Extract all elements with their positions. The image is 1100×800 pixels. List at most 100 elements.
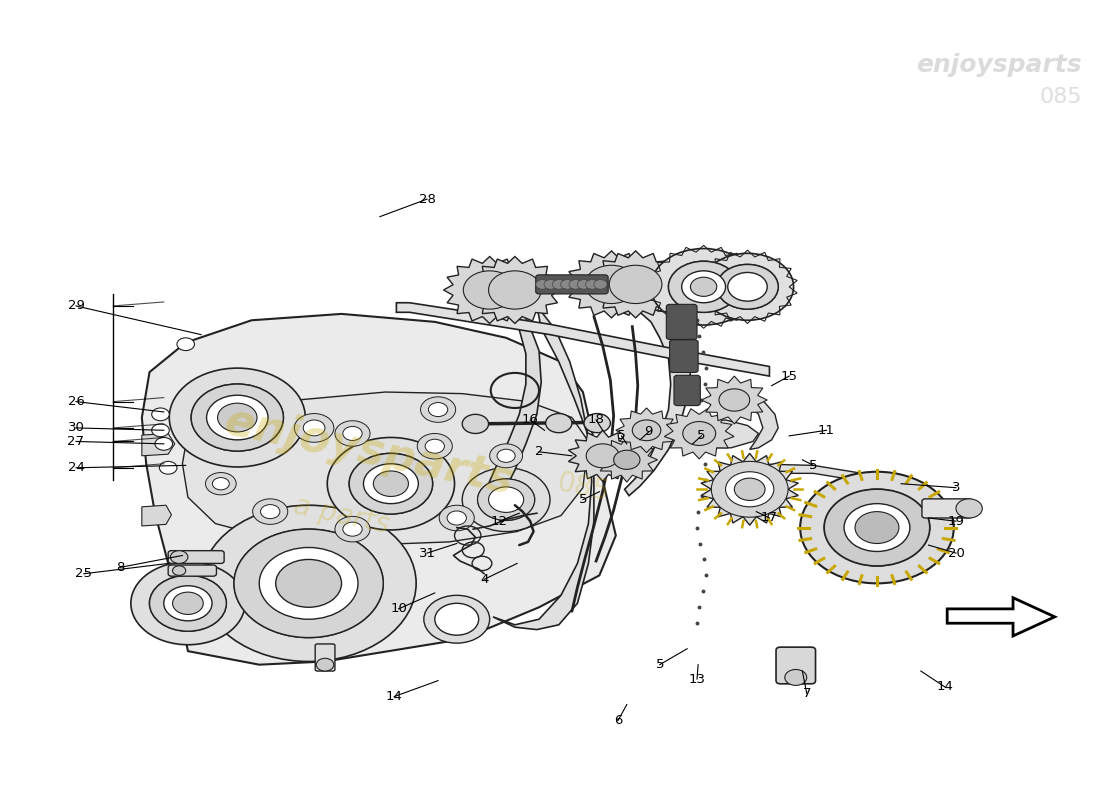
Circle shape — [728, 273, 768, 301]
Text: 9: 9 — [645, 426, 653, 438]
Circle shape — [439, 506, 474, 530]
Circle shape — [585, 280, 598, 289]
Circle shape — [488, 487, 524, 513]
Circle shape — [488, 271, 541, 309]
Polygon shape — [443, 257, 536, 323]
Text: 4: 4 — [480, 573, 488, 586]
Text: 20: 20 — [947, 546, 965, 559]
Polygon shape — [702, 376, 768, 424]
Circle shape — [956, 499, 982, 518]
Circle shape — [428, 402, 448, 417]
Circle shape — [552, 280, 565, 289]
Circle shape — [424, 595, 490, 643]
Circle shape — [434, 603, 478, 635]
Text: 8: 8 — [116, 561, 124, 574]
Polygon shape — [748, 464, 877, 484]
Polygon shape — [732, 392, 778, 450]
Text: 29: 29 — [67, 299, 85, 313]
Circle shape — [578, 280, 591, 289]
Circle shape — [177, 338, 195, 350]
Circle shape — [726, 472, 773, 507]
Text: 085: 085 — [554, 469, 612, 507]
Circle shape — [201, 506, 416, 662]
Text: 13: 13 — [689, 673, 705, 686]
Circle shape — [609, 266, 662, 303]
FancyBboxPatch shape — [316, 644, 334, 671]
Text: 17: 17 — [761, 511, 778, 525]
Circle shape — [691, 278, 717, 296]
Circle shape — [328, 438, 454, 530]
Circle shape — [844, 504, 910, 551]
Circle shape — [420, 397, 455, 422]
Circle shape — [594, 280, 607, 289]
Text: 6: 6 — [614, 714, 623, 727]
Polygon shape — [142, 434, 175, 456]
Polygon shape — [396, 302, 769, 376]
Circle shape — [170, 550, 188, 563]
Polygon shape — [142, 506, 172, 526]
Circle shape — [544, 280, 558, 289]
Text: 5: 5 — [617, 430, 626, 442]
Text: 12: 12 — [491, 514, 508, 528]
Circle shape — [569, 280, 582, 289]
Circle shape — [261, 505, 279, 518]
Circle shape — [735, 478, 766, 501]
Circle shape — [253, 499, 288, 524]
Circle shape — [784, 670, 806, 686]
Polygon shape — [142, 314, 616, 665]
Circle shape — [447, 511, 466, 525]
Polygon shape — [469, 257, 561, 323]
Circle shape — [343, 522, 362, 536]
Text: 16: 16 — [521, 414, 539, 426]
Polygon shape — [590, 251, 682, 318]
Circle shape — [212, 478, 229, 490]
Circle shape — [683, 422, 716, 446]
Circle shape — [317, 658, 333, 671]
Text: 15: 15 — [781, 370, 798, 382]
Text: 5: 5 — [656, 658, 664, 671]
Circle shape — [824, 490, 930, 566]
Polygon shape — [596, 438, 658, 482]
Text: 2: 2 — [535, 446, 543, 458]
Circle shape — [234, 529, 383, 638]
Text: 7: 7 — [803, 687, 811, 700]
Circle shape — [477, 479, 535, 520]
Circle shape — [304, 420, 324, 436]
Circle shape — [463, 271, 516, 309]
Circle shape — [497, 450, 515, 462]
FancyBboxPatch shape — [674, 375, 701, 406]
FancyBboxPatch shape — [670, 340, 698, 373]
Circle shape — [669, 262, 739, 312]
Polygon shape — [625, 306, 691, 496]
Circle shape — [150, 575, 227, 631]
FancyBboxPatch shape — [168, 550, 224, 563]
Text: enjoysparts: enjoysparts — [220, 400, 518, 503]
Text: 5: 5 — [579, 493, 587, 506]
Text: 18: 18 — [587, 414, 605, 426]
Circle shape — [276, 559, 341, 607]
Polygon shape — [493, 306, 594, 630]
Polygon shape — [569, 430, 637, 482]
Circle shape — [585, 266, 638, 303]
Text: 24: 24 — [67, 462, 85, 474]
Circle shape — [131, 562, 245, 645]
Circle shape — [160, 462, 177, 474]
Text: 14: 14 — [936, 681, 954, 694]
Circle shape — [490, 444, 522, 468]
Circle shape — [584, 414, 610, 433]
Circle shape — [260, 547, 358, 619]
Circle shape — [651, 249, 757, 325]
Circle shape — [191, 384, 284, 451]
Text: enjoysparts: enjoysparts — [916, 53, 1082, 77]
Circle shape — [173, 566, 186, 575]
Circle shape — [477, 479, 535, 520]
Text: 19: 19 — [947, 514, 965, 528]
Polygon shape — [701, 454, 799, 525]
Circle shape — [218, 403, 257, 432]
Circle shape — [702, 254, 793, 320]
Text: 25: 25 — [75, 567, 92, 580]
Circle shape — [343, 426, 362, 441]
Text: a parts: a parts — [292, 492, 392, 539]
Text: 085: 085 — [1040, 87, 1082, 107]
Circle shape — [207, 395, 268, 440]
